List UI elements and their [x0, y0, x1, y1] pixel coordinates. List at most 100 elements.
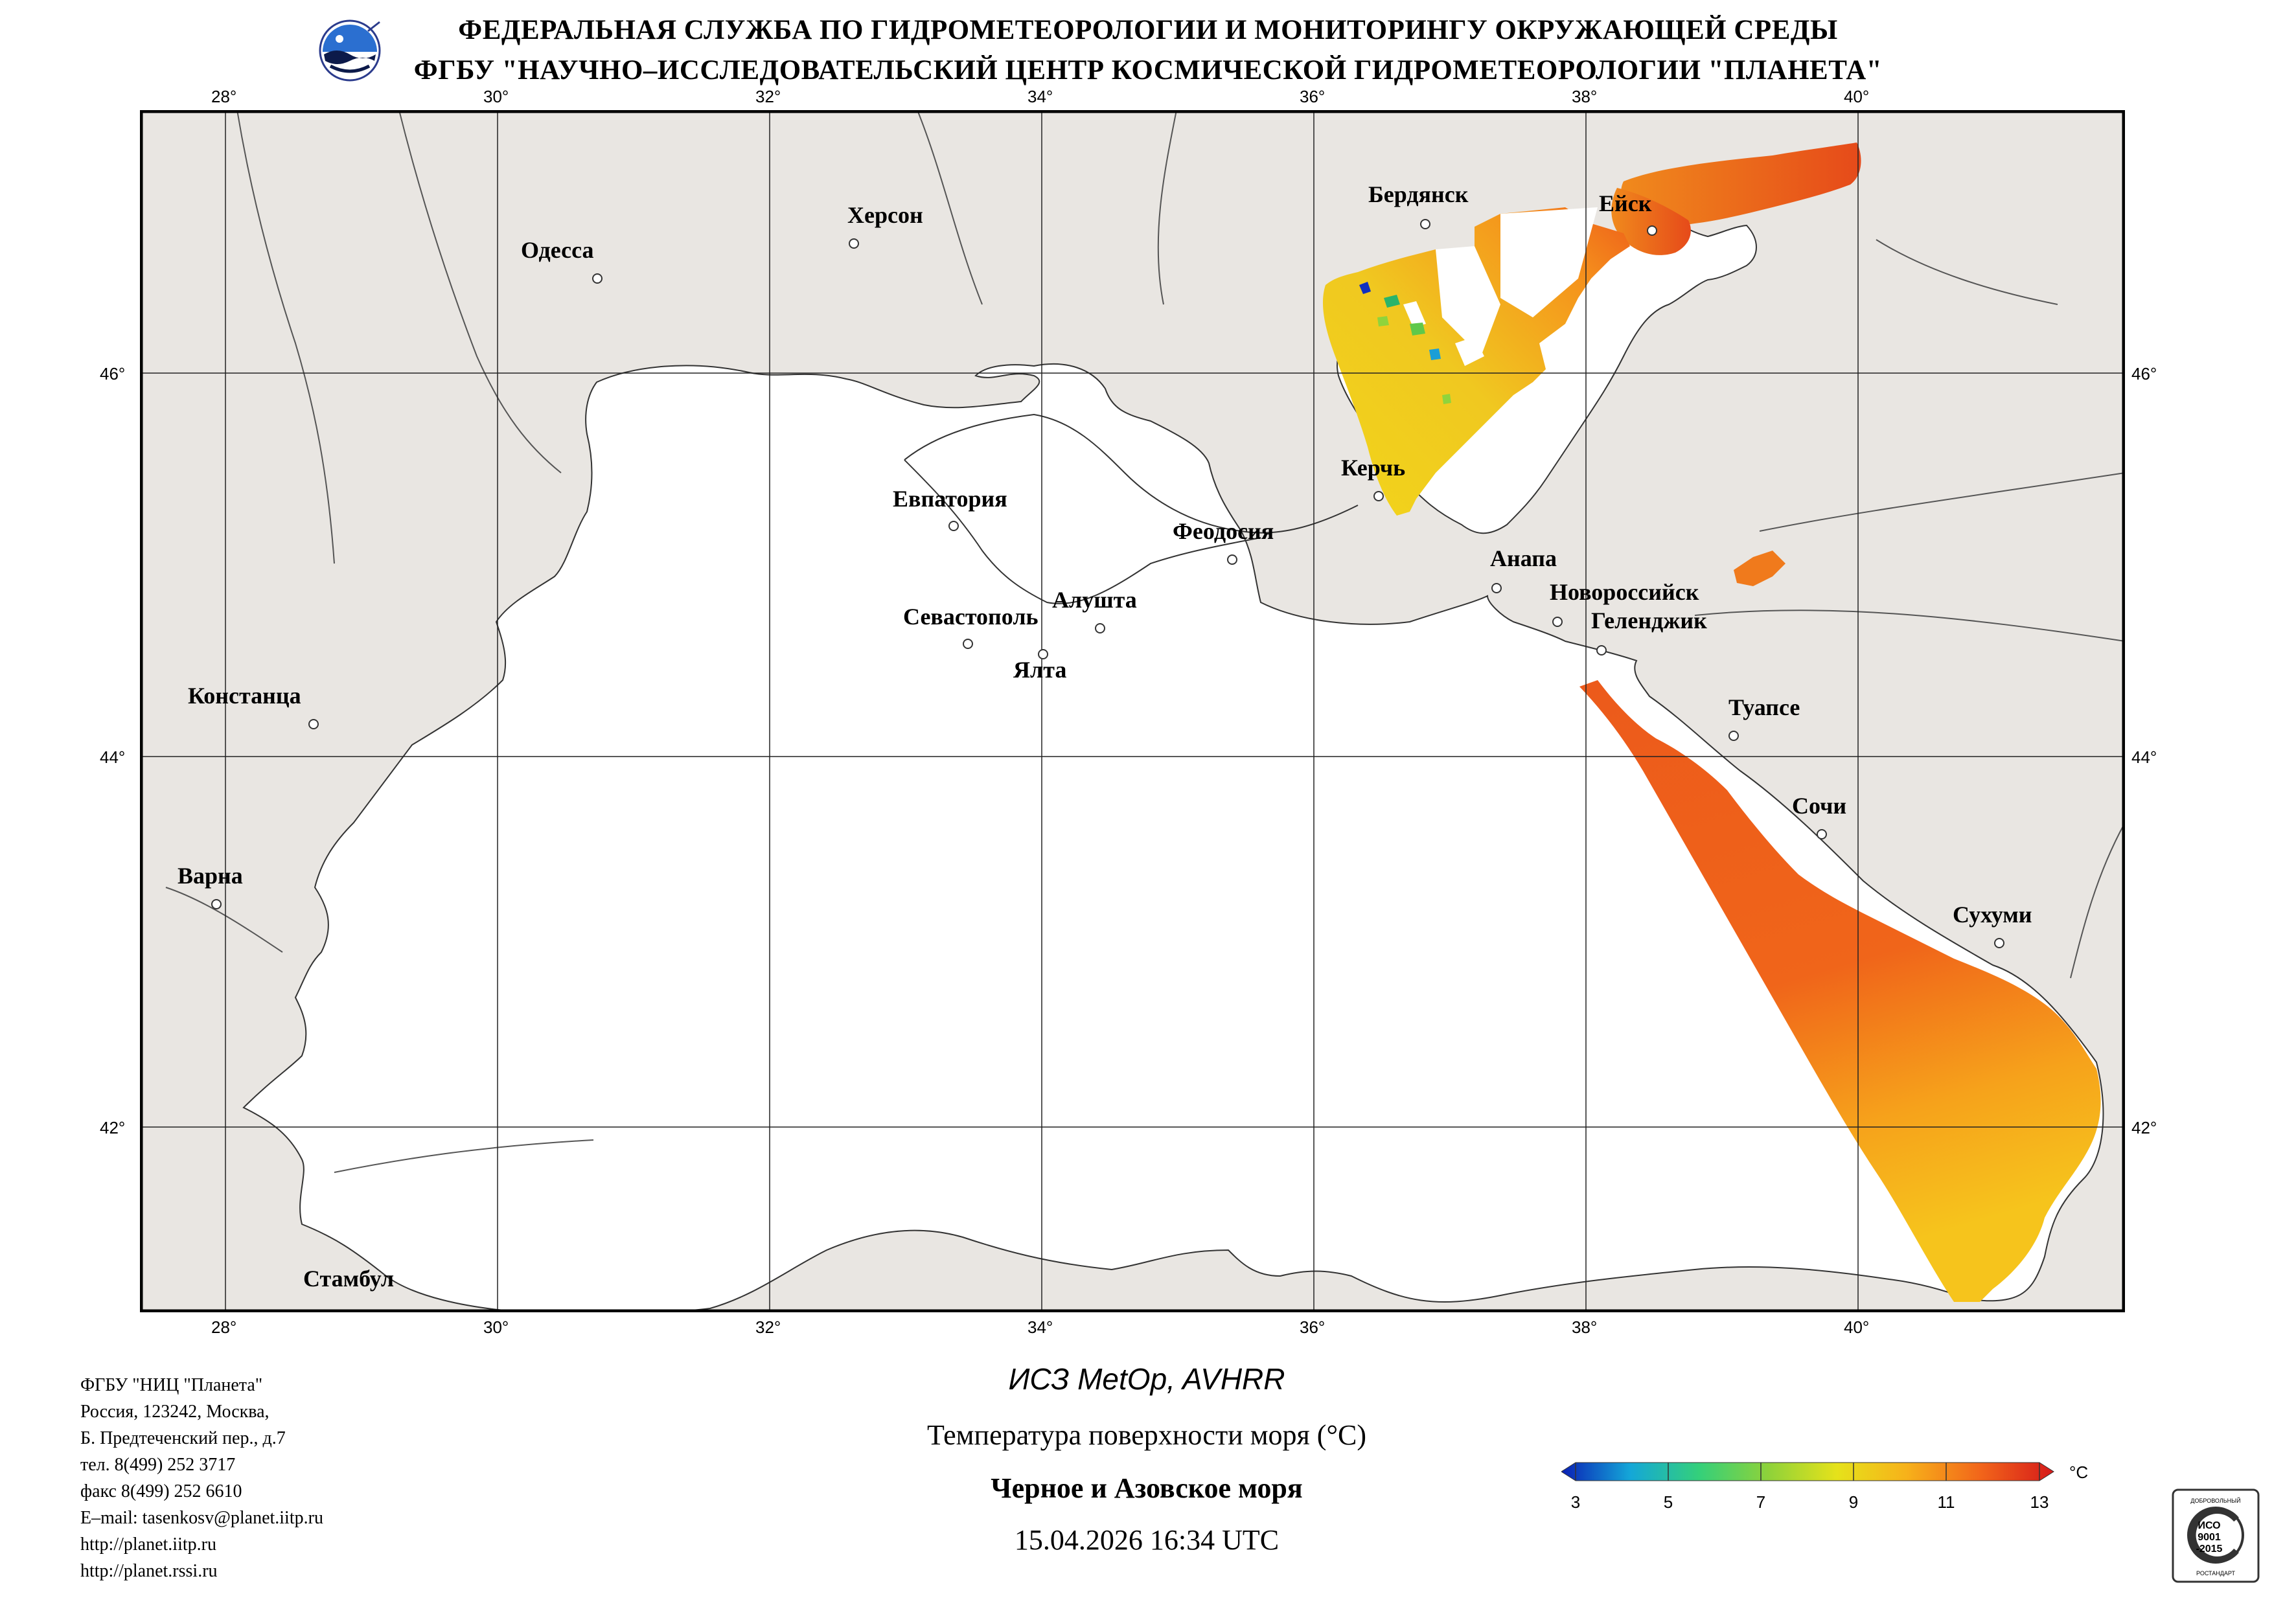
- lon-label-bottom-30: 30°: [483, 1317, 509, 1337]
- lon-label-bottom-38: 38°: [1572, 1317, 1598, 1337]
- colorbar-unit: °C: [2069, 1463, 2088, 1482]
- city-gelendzhik: Геленджик: [1591, 608, 1707, 655]
- svg-text:Ейск: Ейск: [1599, 190, 1652, 216]
- svg-text:Феодосия: Феодосия: [1173, 518, 1274, 544]
- city-sevastopol: Севастополь: [903, 604, 1039, 649]
- svg-text:Варна: Варна: [178, 863, 243, 889]
- svg-text:Севастополь: Севастополь: [903, 604, 1039, 630]
- svg-text:Алушта: Алушта: [1052, 587, 1137, 613]
- rivers-and-borders: [165, 110, 2125, 1173]
- svg-text:ИСО: ИСО: [2198, 1520, 2220, 1531]
- svg-text:ДОБРОВОЛЬНЫЙ: ДОБРОВОЛЬНЫЙ: [2190, 1497, 2240, 1504]
- svg-text:Туапсе: Туапсе: [1728, 694, 1800, 720]
- colorbar-tick-label: 5: [1664, 1492, 1673, 1512]
- city-anapa: Анапа: [1490, 545, 1557, 593]
- svg-text:Новороссийск: Новороссийск: [1550, 579, 1699, 605]
- product-caption: Температура поверхности моря (°C): [926, 1419, 1367, 1451]
- city-kerch: Керчь: [1341, 455, 1405, 501]
- lon-label-top-40: 40°: [1844, 87, 1870, 106]
- lon-label-bottom-34: 34°: [1027, 1317, 1053, 1337]
- lon-label-bottom-40: 40°: [1844, 1317, 1870, 1337]
- svg-text:Евпатория: Евпатория: [893, 486, 1007, 512]
- lon-label-bottom-36: 36°: [1300, 1317, 1326, 1337]
- svg-text:Ялта: Ялта: [1013, 657, 1066, 683]
- svg-text:Сухуми: Сухуми: [1953, 902, 2032, 928]
- svg-text:Сочи: Сочи: [1792, 793, 1846, 819]
- sea-temperature-map: 28° 30° 32° 34° 36° 38° 40° Одесса Херсо…: [140, 110, 2125, 1312]
- colorbar-ticks: [1575, 1463, 2040, 1481]
- lat-label-left-44: 44°: [100, 747, 126, 767]
- azov-cloud-gaps: [1403, 207, 1598, 366]
- lat-label-left-42: 42°: [100, 1118, 126, 1137]
- header-title-line1: ФЕДЕРАЛЬНАЯ СЛУЖБА ПО ГИДРОМЕТЕОРОЛОГИИ …: [458, 15, 1838, 45]
- taganrog-bay-sst: [1621, 142, 1861, 225]
- city-sukhumi: Сухуми: [1953, 902, 2032, 948]
- graticule: [140, 110, 2125, 1312]
- city-novorossiysk: Новороссийск: [1550, 579, 1699, 627]
- city-yeysk: Ейск: [1599, 190, 1657, 236]
- org-email[interactable]: E–mail: tasenkosv@planet.iitp.ru: [80, 1508, 323, 1528]
- org-url-2[interactable]: http://planet.rssi.ru: [80, 1561, 218, 1581]
- yeysk-sst: [1611, 188, 1691, 255]
- city-varna: Варна: [178, 863, 243, 909]
- org-address-1: Россия, 123242, Москва,: [80, 1402, 270, 1422]
- colorbar-tick-label: 3: [1571, 1492, 1580, 1512]
- lat-label-right-46: 46°: [2131, 364, 2157, 383]
- city-tuapse: Туапсе: [1728, 694, 1800, 741]
- lon-label-bottom-28: 28°: [211, 1317, 237, 1337]
- colorbar-tick-label: 9: [1849, 1492, 1858, 1512]
- iso-certification-badge: ДОБРОВОЛЬНЫЙ ИСО 9001 -2015 РОСТАНДАРТ: [2172, 1488, 2260, 1583]
- city-yevpatoria: Евпатория: [893, 486, 1007, 531]
- lon-label-bottom-32: 32°: [755, 1317, 781, 1337]
- region-caption: Черное и Азовское моря: [991, 1472, 1303, 1504]
- lon-label-top-38: 38°: [1572, 87, 1598, 106]
- black-sea-sst-swath: [1579, 680, 2101, 1302]
- kuban-sst: [1734, 551, 1785, 586]
- city-odessa: Одесса: [521, 237, 603, 284]
- city-alushta: Алушта: [1052, 587, 1137, 633]
- lat-label-left-46: 46°: [100, 364, 126, 383]
- lat-label-right-44: 44°: [2131, 747, 2157, 767]
- lon-label-top-32: 32°: [755, 87, 781, 106]
- azov-cold-spots: [1359, 282, 1451, 404]
- svg-text:9001: 9001: [2198, 1532, 2221, 1543]
- lon-label-top-28: 28°: [211, 87, 237, 106]
- svg-text:РОСТАНДАРТ: РОСТАНДАРТ: [2196, 1570, 2235, 1577]
- black-sea: [242, 363, 2104, 1312]
- org-phone: тел. 8(499) 252 3717: [80, 1455, 236, 1475]
- city-kherson: Херсон: [847, 202, 923, 249]
- svg-text:Геленджик: Геленджик: [1591, 608, 1707, 633]
- lon-label-top-34: 34°: [1027, 87, 1053, 106]
- svg-text:Анапа: Анапа: [1490, 545, 1557, 571]
- colorbar-tick-label: 13: [2030, 1492, 2049, 1512]
- org-fax: факс 8(499) 252 6610: [80, 1481, 242, 1501]
- crimea-coast-hint: [904, 413, 1359, 604]
- colorbar-tick-label: 11: [1938, 1492, 1955, 1512]
- svg-text:Констанца: Констанца: [188, 683, 301, 709]
- planeta-logo-icon: [319, 19, 381, 82]
- lon-label-top-36: 36°: [1300, 87, 1326, 106]
- svg-text:Керчь: Керчь: [1341, 455, 1405, 481]
- org-address-2: Б. Предтеченский пер., д.7: [80, 1428, 286, 1448]
- city-feodosia: Феодосия: [1173, 518, 1274, 565]
- svg-text:Стамбул: Стамбул: [303, 1266, 394, 1292]
- city-berdyansk: Бердянск: [1368, 181, 1469, 229]
- header-title-line2: ФГБУ "НАУЧНО–ИССЛЕДОВАТЕЛЬСКИЙ ЦЕНТР КОС…: [413, 55, 1883, 85]
- org-name: ФГБУ "НИЦ "Планета": [80, 1375, 263, 1395]
- city-yalta: Ялта: [1013, 649, 1066, 683]
- colorbar-tick-label: 7: [1756, 1492, 1765, 1512]
- satellite-caption: ИСЗ MetOp, AVHRR: [1008, 1362, 1285, 1396]
- colorbar-ramp: [1561, 1462, 2054, 1481]
- svg-text:-2015: -2015: [2196, 1544, 2223, 1555]
- datetime-caption: 15.04.2026 16:34 UTC: [1014, 1524, 1280, 1556]
- temperature-colorbar: 3 5 7 9 11 13 °C: [1561, 1462, 2088, 1512]
- lon-label-top-30: 30°: [483, 87, 509, 106]
- svg-text:Бердянск: Бердянск: [1368, 181, 1469, 207]
- city-istanbul: Стамбул: [303, 1266, 394, 1292]
- svg-text:Херсон: Херсон: [847, 202, 923, 228]
- city-sochi: Сочи: [1792, 793, 1846, 839]
- org-url-1[interactable]: http://planet.iitp.ru: [80, 1534, 216, 1555]
- city-constanta: Констанца: [188, 683, 319, 729]
- map-border: [140, 110, 2125, 1312]
- svg-text:Одесса: Одесса: [521, 237, 594, 263]
